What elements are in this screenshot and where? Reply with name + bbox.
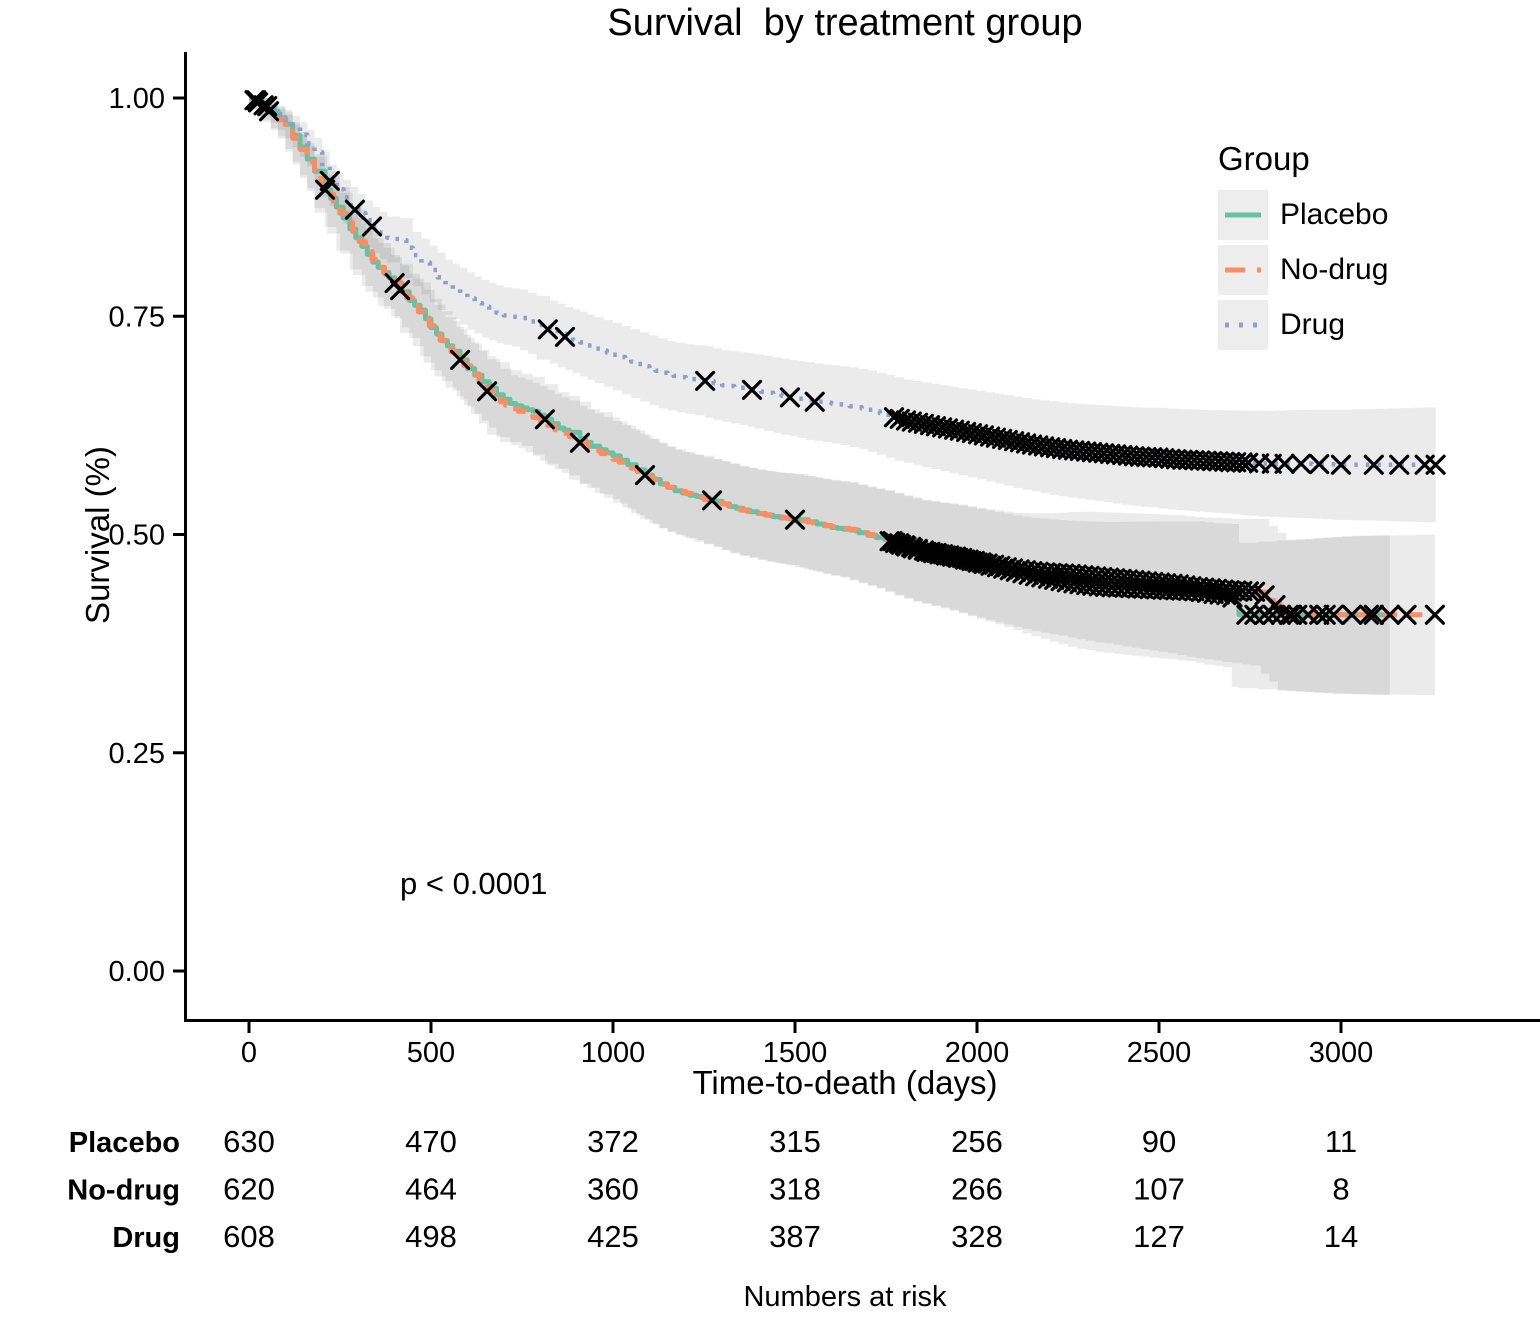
legend-label-drug: Drug [1280,308,1346,341]
x-tick-label: 1500 [763,1037,828,1069]
risk-table-caption: Numbers at risk [743,1281,947,1313]
y-tick-mark [173,969,184,973]
x-axis-title: Time-to-death (days) [692,1064,998,1101]
y-tick-mark [173,533,184,536]
risk-count: 8 [1332,1172,1349,1207]
x-tick-label: 2000 [945,1037,1010,1069]
y-tick-mark [173,96,184,100]
legend-item-no-drug: No-drug [1218,245,1388,295]
risk-count: 256 [951,1124,1003,1159]
x-tick-mark [247,1022,251,1033]
p-value-annotation: p < 0.0001 [400,866,548,901]
risk-row-label-no-drug: No-drug [67,1175,180,1207]
plot-title: Survival by treatment group [607,2,1083,44]
risk-count: 387 [769,1219,821,1254]
x-tick-label: 3000 [1309,1037,1374,1069]
y-tick-label: 0.00 [109,956,165,988]
censor-marks-drug [246,90,1446,475]
x-tick-mark [975,1022,979,1033]
risk-count: 360 [587,1172,639,1207]
risk-count: 318 [769,1172,821,1207]
y-tick-label: 0.25 [109,738,165,770]
risk-count: 630 [223,1124,275,1159]
ci-ribbon-placebo [249,98,1390,696]
x-tick-label: 0 [241,1037,257,1069]
y-tick-label: 0.75 [109,301,165,333]
risk-row-label-drug: Drug [112,1222,180,1254]
risk-count: 14 [1324,1219,1358,1254]
x-tick-mark [429,1022,433,1033]
risk-count: 464 [405,1172,457,1207]
y-tick-label: 1.00 [109,83,165,115]
risk-count: 11 [1325,1124,1357,1159]
legend-key-drug-icon [1218,300,1268,350]
legend-key-placebo-icon [1218,190,1268,240]
risk-row-label-placebo: Placebo [69,1127,180,1159]
risk-count: 107 [1133,1172,1185,1207]
legend-item-drug: Drug [1218,300,1388,350]
legend-key-no-drug-icon [1218,245,1268,295]
legend-item-placebo: Placebo [1218,190,1388,240]
risk-count: 315 [769,1124,821,1159]
legend-label-no-drug: No-drug [1280,253,1389,286]
ci-ribbon-drug [249,98,1436,523]
risk-count: 127 [1133,1219,1185,1254]
legend-label-placebo: Placebo [1280,198,1389,231]
survival-curve-no-drug [249,95,1435,618]
risk-count: 328 [951,1219,1003,1254]
x-axis-line [184,1019,1540,1022]
risk-count: 498 [405,1219,457,1254]
risk-count: 608 [223,1219,275,1254]
x-tick-mark [793,1022,797,1033]
x-tick-label: 500 [407,1037,455,1069]
y-axis-line [184,52,187,1022]
risk-count: 266 [951,1172,1003,1207]
x-tick-label: 2500 [1127,1037,1192,1069]
risk-count: 425 [587,1219,639,1254]
survival-curve-drug [249,95,1436,467]
x-tick-mark [1339,1022,1343,1033]
risk-count: 470 [405,1124,457,1159]
risk-count: 90 [1142,1124,1176,1159]
y-tick-mark [173,314,184,318]
risk-count: 620 [223,1172,275,1207]
y-tick-mark [173,751,184,755]
risk-count: 372 [587,1124,639,1159]
x-tick-mark [1157,1022,1161,1033]
legend-title: Group [1218,140,1310,177]
y-tick-label: 0.50 [109,520,165,552]
x-tick-label: 1000 [581,1037,646,1069]
x-tick-mark [611,1022,615,1033]
ci-ribbon-no-drug [249,98,1435,696]
legend: Group Placebo No-drug Drug [1218,140,1388,355]
